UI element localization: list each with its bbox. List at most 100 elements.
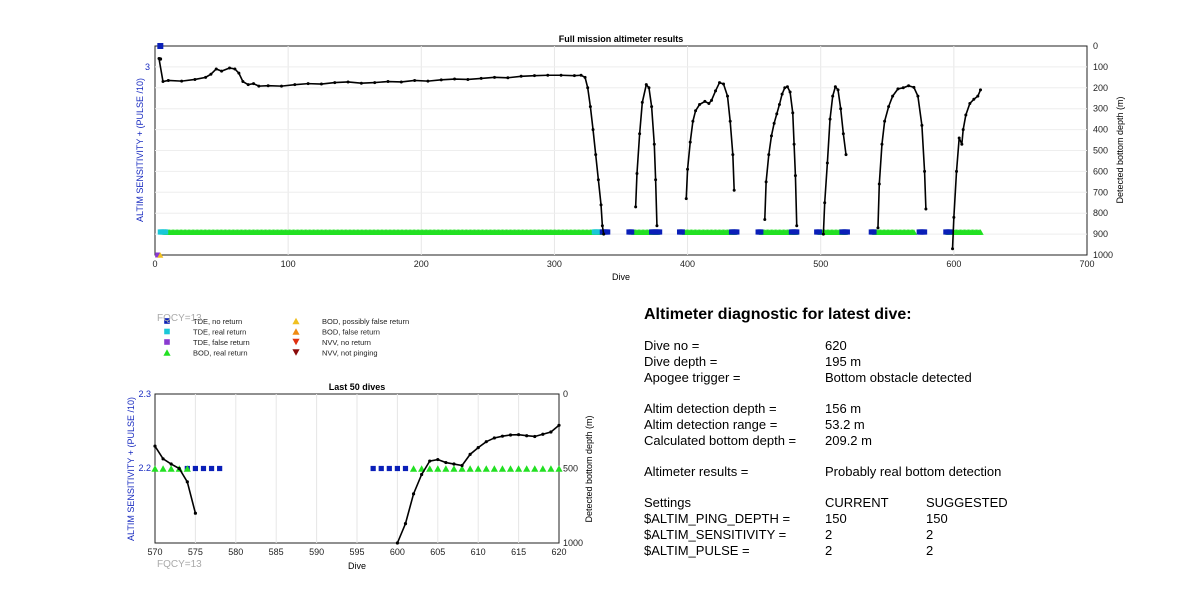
- detail-bod-real-marker: [490, 465, 498, 472]
- detail-bod-real-marker: [555, 465, 563, 472]
- main-depth-point: [694, 109, 698, 113]
- detail-tde-no-marker: [192, 465, 198, 472]
- main-depth-point: [386, 80, 390, 84]
- main-depth-point: [883, 119, 887, 123]
- detail-bod-real-marker: [167, 465, 175, 472]
- main-depth-point: [588, 105, 592, 109]
- diagnostic-title: Altimeter diagnostic for latest dive:: [644, 306, 912, 323]
- pulse-row: $ALTIM_PULSE = 2 2: [644, 543, 1184, 559]
- detail-y-tick: 1000: [563, 538, 583, 548]
- main-depth-point: [792, 142, 796, 146]
- main-depth-point: [266, 84, 270, 88]
- tde-no-marker: [734, 229, 740, 235]
- detail-bod-real-marker: [515, 465, 523, 472]
- main-depth-point: [836, 88, 840, 92]
- main-depth-point: [823, 201, 827, 205]
- main-y-tick: 800: [1093, 208, 1108, 218]
- main-depth-point: [644, 83, 648, 87]
- main-depth-point: [972, 97, 976, 101]
- tde-no-marker: [921, 229, 928, 235]
- pulse-label: $ALTIM_PULSE =: [644, 543, 750, 558]
- detail-bod-real-marker: [506, 465, 515, 472]
- main-depth-point: [833, 85, 837, 89]
- settings-label: Settings: [644, 495, 691, 510]
- detail-depth-point: [476, 446, 480, 450]
- detail-depth-point: [444, 460, 448, 465]
- detail-bod-real-marker: [466, 465, 474, 472]
- main-depth-point: [257, 84, 261, 88]
- legend-label: BOD, real return: [193, 349, 248, 358]
- main-left-axis-label: ALTIM SENSITIVITY + (PULSE /10): [135, 78, 145, 222]
- main-depth-point: [650, 105, 654, 109]
- dive-depth-label: Dive depth =: [644, 354, 718, 369]
- altim-range-value: 53.2 m: [825, 417, 865, 432]
- tde-false-marker: [155, 252, 161, 258]
- detail-y-tick: 500: [563, 464, 578, 474]
- calc-depth-value: 209.2 m: [825, 433, 872, 448]
- apogee-value: Bottom obstacle detected: [825, 370, 972, 385]
- calc-depth-row: Calculated bottom depth = 209.2 m: [644, 433, 1184, 449]
- main-depth-point: [763, 217, 767, 221]
- legend-marker-nvv-not-pinging: [292, 349, 300, 356]
- main-depth-point: [957, 136, 961, 140]
- detail-x-tick: 600: [390, 547, 405, 557]
- main-depth-point: [635, 171, 639, 175]
- main-depth-point: [193, 77, 197, 81]
- main-x-axis-label: Dive: [612, 272, 630, 282]
- tde-no-marker: [679, 229, 685, 235]
- main-chart: 0 100 200 300 400 500 600 700 0 100 200 300 400 500 60…: [135, 34, 1125, 282]
- main-depth-point: [220, 69, 224, 73]
- altim-depth-label: Altim detection depth =: [644, 401, 777, 416]
- apogee-row: Apogee trigger = Bottom obstacle detecte…: [644, 370, 1184, 386]
- legend-marker-bod-false-return: [292, 328, 300, 335]
- main-depth-point: [640, 100, 644, 104]
- detail-x-tick: 615: [511, 547, 526, 557]
- main-depth-point: [968, 101, 972, 105]
- main-depth-point: [413, 78, 417, 82]
- detail-depth-point: [395, 541, 399, 545]
- detail-depth-point: [153, 444, 157, 448]
- altim-range-row: Altim detection range = 53.2 m: [644, 417, 1184, 433]
- detail-depth-point: [500, 434, 505, 438]
- main-depth-point: [654, 178, 658, 182]
- tde-no-marker: [157, 43, 164, 49]
- ping-depth-suggested: 150: [926, 511, 948, 526]
- altim-depth-value: 156 m: [825, 401, 862, 416]
- main-depth-point: [976, 94, 980, 98]
- main-depth-point: [600, 224, 604, 228]
- main-depth-point: [559, 73, 563, 77]
- detail-bod-real-marker: [159, 465, 167, 472]
- main-depth-point: [279, 84, 283, 88]
- main-depth-point: [793, 174, 797, 178]
- detail-depth-point: [484, 440, 488, 444]
- detail-depth-point: [517, 433, 521, 437]
- main-depth-point: [698, 103, 702, 107]
- legend-marker-bod-possibly-false-return: [292, 317, 300, 325]
- main-depth-point: [333, 81, 337, 85]
- main-depth-point: [877, 182, 881, 186]
- legend-label: NVV, not pinging: [322, 349, 378, 358]
- main-y-tick: 200: [1093, 83, 1108, 93]
- detail-x-axis-label: Dive: [348, 561, 366, 571]
- main-depth-point: [769, 134, 773, 138]
- pulse-current: 2: [825, 543, 833, 558]
- legend-label: NVV, no return: [322, 338, 371, 347]
- detail-depth-point: [161, 457, 165, 461]
- results-label: Altimeter results =: [644, 464, 749, 479]
- main-depth-point: [916, 94, 920, 98]
- main-depth-point: [728, 119, 732, 123]
- detail-tde-no-marker: [200, 465, 207, 472]
- tde-real-marker: [163, 229, 169, 235]
- tde-no-marker: [871, 229, 877, 235]
- main-depth-point: [960, 142, 964, 146]
- detail-bod-real-marker: [442, 465, 450, 472]
- main-depth-point: [795, 224, 799, 228]
- legend-marker-tde-false-return: [164, 339, 170, 345]
- main-depth-point: [638, 132, 642, 136]
- main-depth-point: [912, 85, 916, 89]
- main-depth-point: [519, 74, 523, 78]
- main-depth-point: [731, 153, 735, 157]
- main-depth-point: [586, 86, 590, 90]
